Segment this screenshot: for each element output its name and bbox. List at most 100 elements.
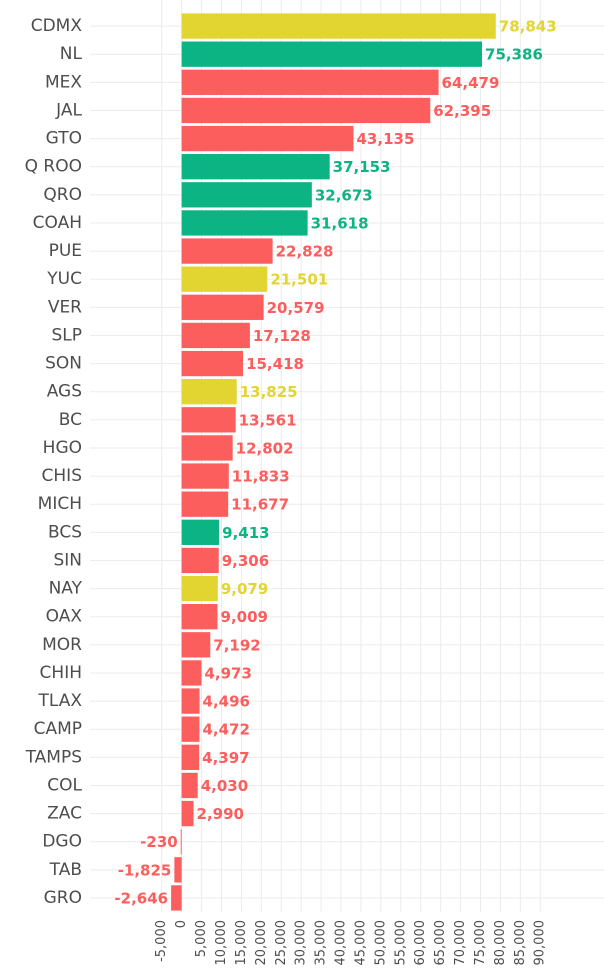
bar	[181, 322, 250, 349]
value-label: 32,673	[315, 186, 373, 204]
x-tick-label: 80,000	[493, 920, 508, 966]
value-label: 9,413	[222, 524, 269, 542]
y-tick-label: Q ROO	[25, 157, 82, 177]
x-tick-label: 90,000	[533, 920, 548, 966]
bar	[181, 575, 218, 602]
y-tick-label: AGS	[47, 382, 82, 402]
value-label: 9,306	[222, 552, 269, 570]
y-tick-label: CDMX	[31, 16, 83, 36]
value-label: 4,973	[204, 664, 251, 682]
x-tick-label: 75,000	[473, 920, 488, 966]
y-tick-label: HGO	[43, 438, 82, 458]
bar	[181, 435, 233, 461]
x-tick-label: 70,000	[453, 920, 468, 966]
y-tick-label: GRO	[44, 888, 82, 908]
bar	[181, 13, 496, 39]
value-label: 4,397	[202, 749, 249, 767]
value-label: 11,833	[232, 468, 290, 486]
value-label: 4,472	[202, 721, 249, 739]
value-label: 13,561	[239, 411, 297, 429]
value-label: 62,395	[433, 102, 491, 120]
y-tick-label: TAMPS	[25, 747, 82, 767]
y-tick-label: CHIS	[42, 466, 82, 486]
value-label: 4,496	[203, 693, 250, 711]
value-label: 75,386	[485, 46, 543, 64]
value-label: 17,128	[253, 327, 311, 345]
bar	[181, 744, 200, 770]
y-tick-label: QRO	[43, 185, 82, 205]
x-tick-label: 60,000	[413, 920, 428, 966]
value-label: 11,677	[231, 496, 289, 514]
x-tick-label: 35,000	[314, 920, 329, 966]
y-tick-label: NL	[60, 44, 83, 64]
bar	[181, 688, 200, 714]
bar	[181, 125, 354, 152]
x-tick-label: 15,000	[234, 920, 249, 966]
value-label: 37,153	[333, 158, 391, 176]
bar	[181, 547, 219, 574]
y-tick-label: YUC	[46, 269, 82, 289]
value-label: 9,009	[221, 608, 268, 626]
value-label: 2,990	[197, 805, 244, 823]
value-label: 21,501	[270, 271, 328, 289]
bar	[181, 97, 431, 124]
x-tick-label: 30,000	[294, 920, 309, 966]
y-tick-label: BC	[59, 410, 82, 430]
bar	[171, 885, 182, 911]
bar	[181, 379, 237, 405]
y-tick-label: COL	[47, 775, 82, 795]
y-tick-label: COAH	[33, 213, 82, 233]
x-tick-label: 10,000	[214, 920, 229, 966]
bar	[181, 266, 268, 292]
value-label: 9,079	[221, 580, 268, 598]
y-tick-label: SON	[45, 354, 82, 374]
value-label: 4,030	[201, 777, 248, 795]
y-tick-label: MOR	[42, 635, 82, 655]
bar	[181, 154, 330, 180]
y-tick-label: DGO	[42, 832, 82, 852]
y-tick-label: PUE	[49, 241, 82, 261]
value-label: 20,579	[267, 299, 325, 317]
bar	[181, 519, 220, 545]
x-tick-label: 85,000	[513, 920, 528, 966]
value-label: 64,479	[442, 74, 500, 92]
y-tick-label: JAL	[55, 100, 82, 120]
x-tick-label: -5,000	[154, 920, 169, 962]
bar	[181, 800, 194, 827]
bar	[181, 238, 273, 264]
bar	[181, 716, 200, 742]
y-tick-label: SLP	[51, 325, 82, 345]
bar	[181, 491, 229, 517]
value-label: -2,646	[114, 889, 168, 907]
x-tick-label: 0	[174, 920, 189, 928]
x-tick-label: 40,000	[334, 920, 349, 966]
bar	[181, 407, 236, 433]
y-tick-label: TLAX	[37, 691, 82, 711]
y-tick-label: CHIH	[40, 663, 82, 683]
y-tick-label: VER	[48, 297, 82, 317]
bar	[181, 182, 312, 208]
value-label: 13,825	[240, 383, 298, 401]
value-label: -230	[140, 833, 178, 851]
x-tick-label: 65,000	[433, 920, 448, 966]
x-tick-label: 50,000	[373, 920, 388, 966]
bar	[174, 857, 182, 883]
bar	[181, 350, 244, 377]
value-label: 15,418	[246, 355, 304, 373]
bar	[181, 41, 483, 67]
x-tick-label: 45,000	[353, 920, 368, 966]
value-label: 22,828	[276, 243, 334, 261]
bar	[181, 210, 308, 236]
value-label: 12,802	[236, 439, 294, 457]
y-tick-label: CAMP	[34, 719, 82, 739]
bar	[181, 463, 229, 489]
x-tick-label: 25,000	[274, 920, 289, 966]
y-tick-label: ZAC	[47, 804, 82, 824]
y-tick-label: OAX	[46, 607, 83, 627]
value-label: 78,843	[499, 18, 557, 36]
y-tick-label: GTO	[46, 129, 82, 149]
value-label: -1,825	[118, 861, 172, 879]
y-tick-label: MICH	[38, 494, 82, 514]
